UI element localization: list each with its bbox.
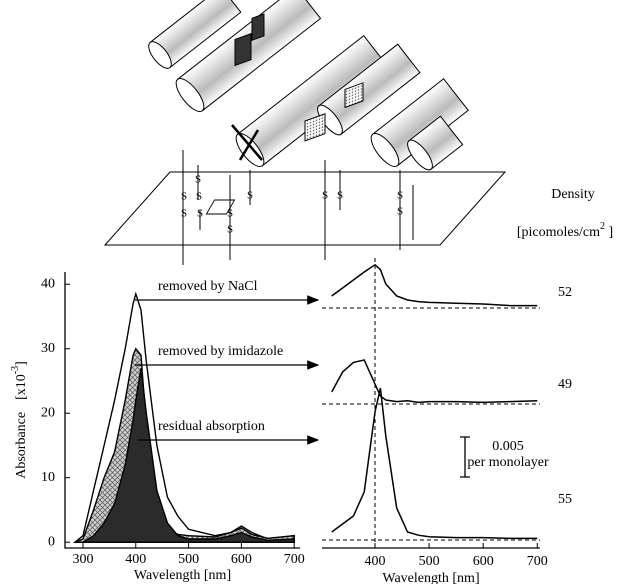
- linker-label: S: [247, 190, 253, 202]
- y-tick-label: 40: [41, 276, 55, 291]
- x-tick-label: 500: [178, 552, 199, 567]
- x-axis-label: Wavelength [nm]: [134, 568, 231, 583]
- density-unit-text: [picomoles/cm: [517, 225, 600, 240]
- scale-bar-label: 0.005: [492, 439, 524, 454]
- surface-plane: [103, 171, 507, 246]
- linker-label: S: [181, 191, 187, 203]
- annotation-label: removed by NaCl: [158, 279, 258, 294]
- density-unit-end: ]: [605, 225, 613, 240]
- linker-label: S: [397, 190, 403, 202]
- axis-frame: [64, 272, 300, 549]
- linker-label: S: [197, 208, 203, 220]
- y-tick-label: 0: [48, 534, 55, 549]
- density-value: 52: [558, 285, 572, 300]
- y-label-text: Absorbance: [14, 412, 29, 479]
- y-tick-label: 10: [41, 470, 55, 485]
- y-label-exp: -3: [10, 366, 21, 374]
- scale-bar-unit: per monolayer: [467, 455, 549, 470]
- linkers: [182, 150, 414, 265]
- x-axis-label: Wavelength [nm]: [382, 571, 479, 584]
- x-tick-label: 700: [284, 552, 305, 567]
- area-series: [74, 367, 295, 543]
- linker-label: S: [227, 208, 233, 220]
- x-tick-label: 500: [419, 554, 440, 569]
- linker-label: S: [227, 224, 233, 236]
- y-label-unit: [x10: [14, 374, 29, 400]
- scale-bar: [460, 436, 470, 478]
- x-tick-label: 400: [125, 552, 146, 567]
- linker-label: S: [322, 190, 328, 202]
- linker-label: S: [181, 208, 187, 220]
- x-tick-label: 600: [473, 554, 494, 569]
- y-axis-label: Absorbance [x10-3]: [10, 361, 29, 479]
- density-title: Density: [551, 187, 595, 202]
- cylinders: [148, 0, 469, 171]
- x-tick-label: 300: [72, 552, 93, 567]
- annotation-label: removed by imidazole: [158, 344, 283, 359]
- x-tick-label: 600: [231, 552, 252, 567]
- y-label-end: ]: [14, 361, 29, 366]
- x-tick-label: 400: [365, 554, 386, 569]
- patches: [205, 13, 364, 215]
- linker-label: S: [195, 174, 201, 186]
- density-unit-exp: 2: [600, 221, 605, 232]
- spectrum: [331, 263, 538, 307]
- linker-label: S: [397, 206, 403, 218]
- density-unit: [picomoles/cm2 ]: [517, 221, 613, 240]
- y-tick-label: 20: [41, 405, 55, 420]
- spectrum: [331, 359, 538, 404]
- linker-label: S: [337, 190, 343, 202]
- linker-label: S: [196, 191, 202, 203]
- x-tick-label: 700: [527, 554, 548, 569]
- density-value: 49: [558, 377, 572, 392]
- y-tick-label: 30: [41, 341, 55, 356]
- spectrum: [331, 387, 538, 540]
- annotation-label: residual absorption: [158, 419, 265, 434]
- density-value: 55: [558, 492, 572, 507]
- absorbance-chart: 0 10 20 30 40 300 400 500 600 700 Wavelength [nm] A…: [10, 272, 305, 583]
